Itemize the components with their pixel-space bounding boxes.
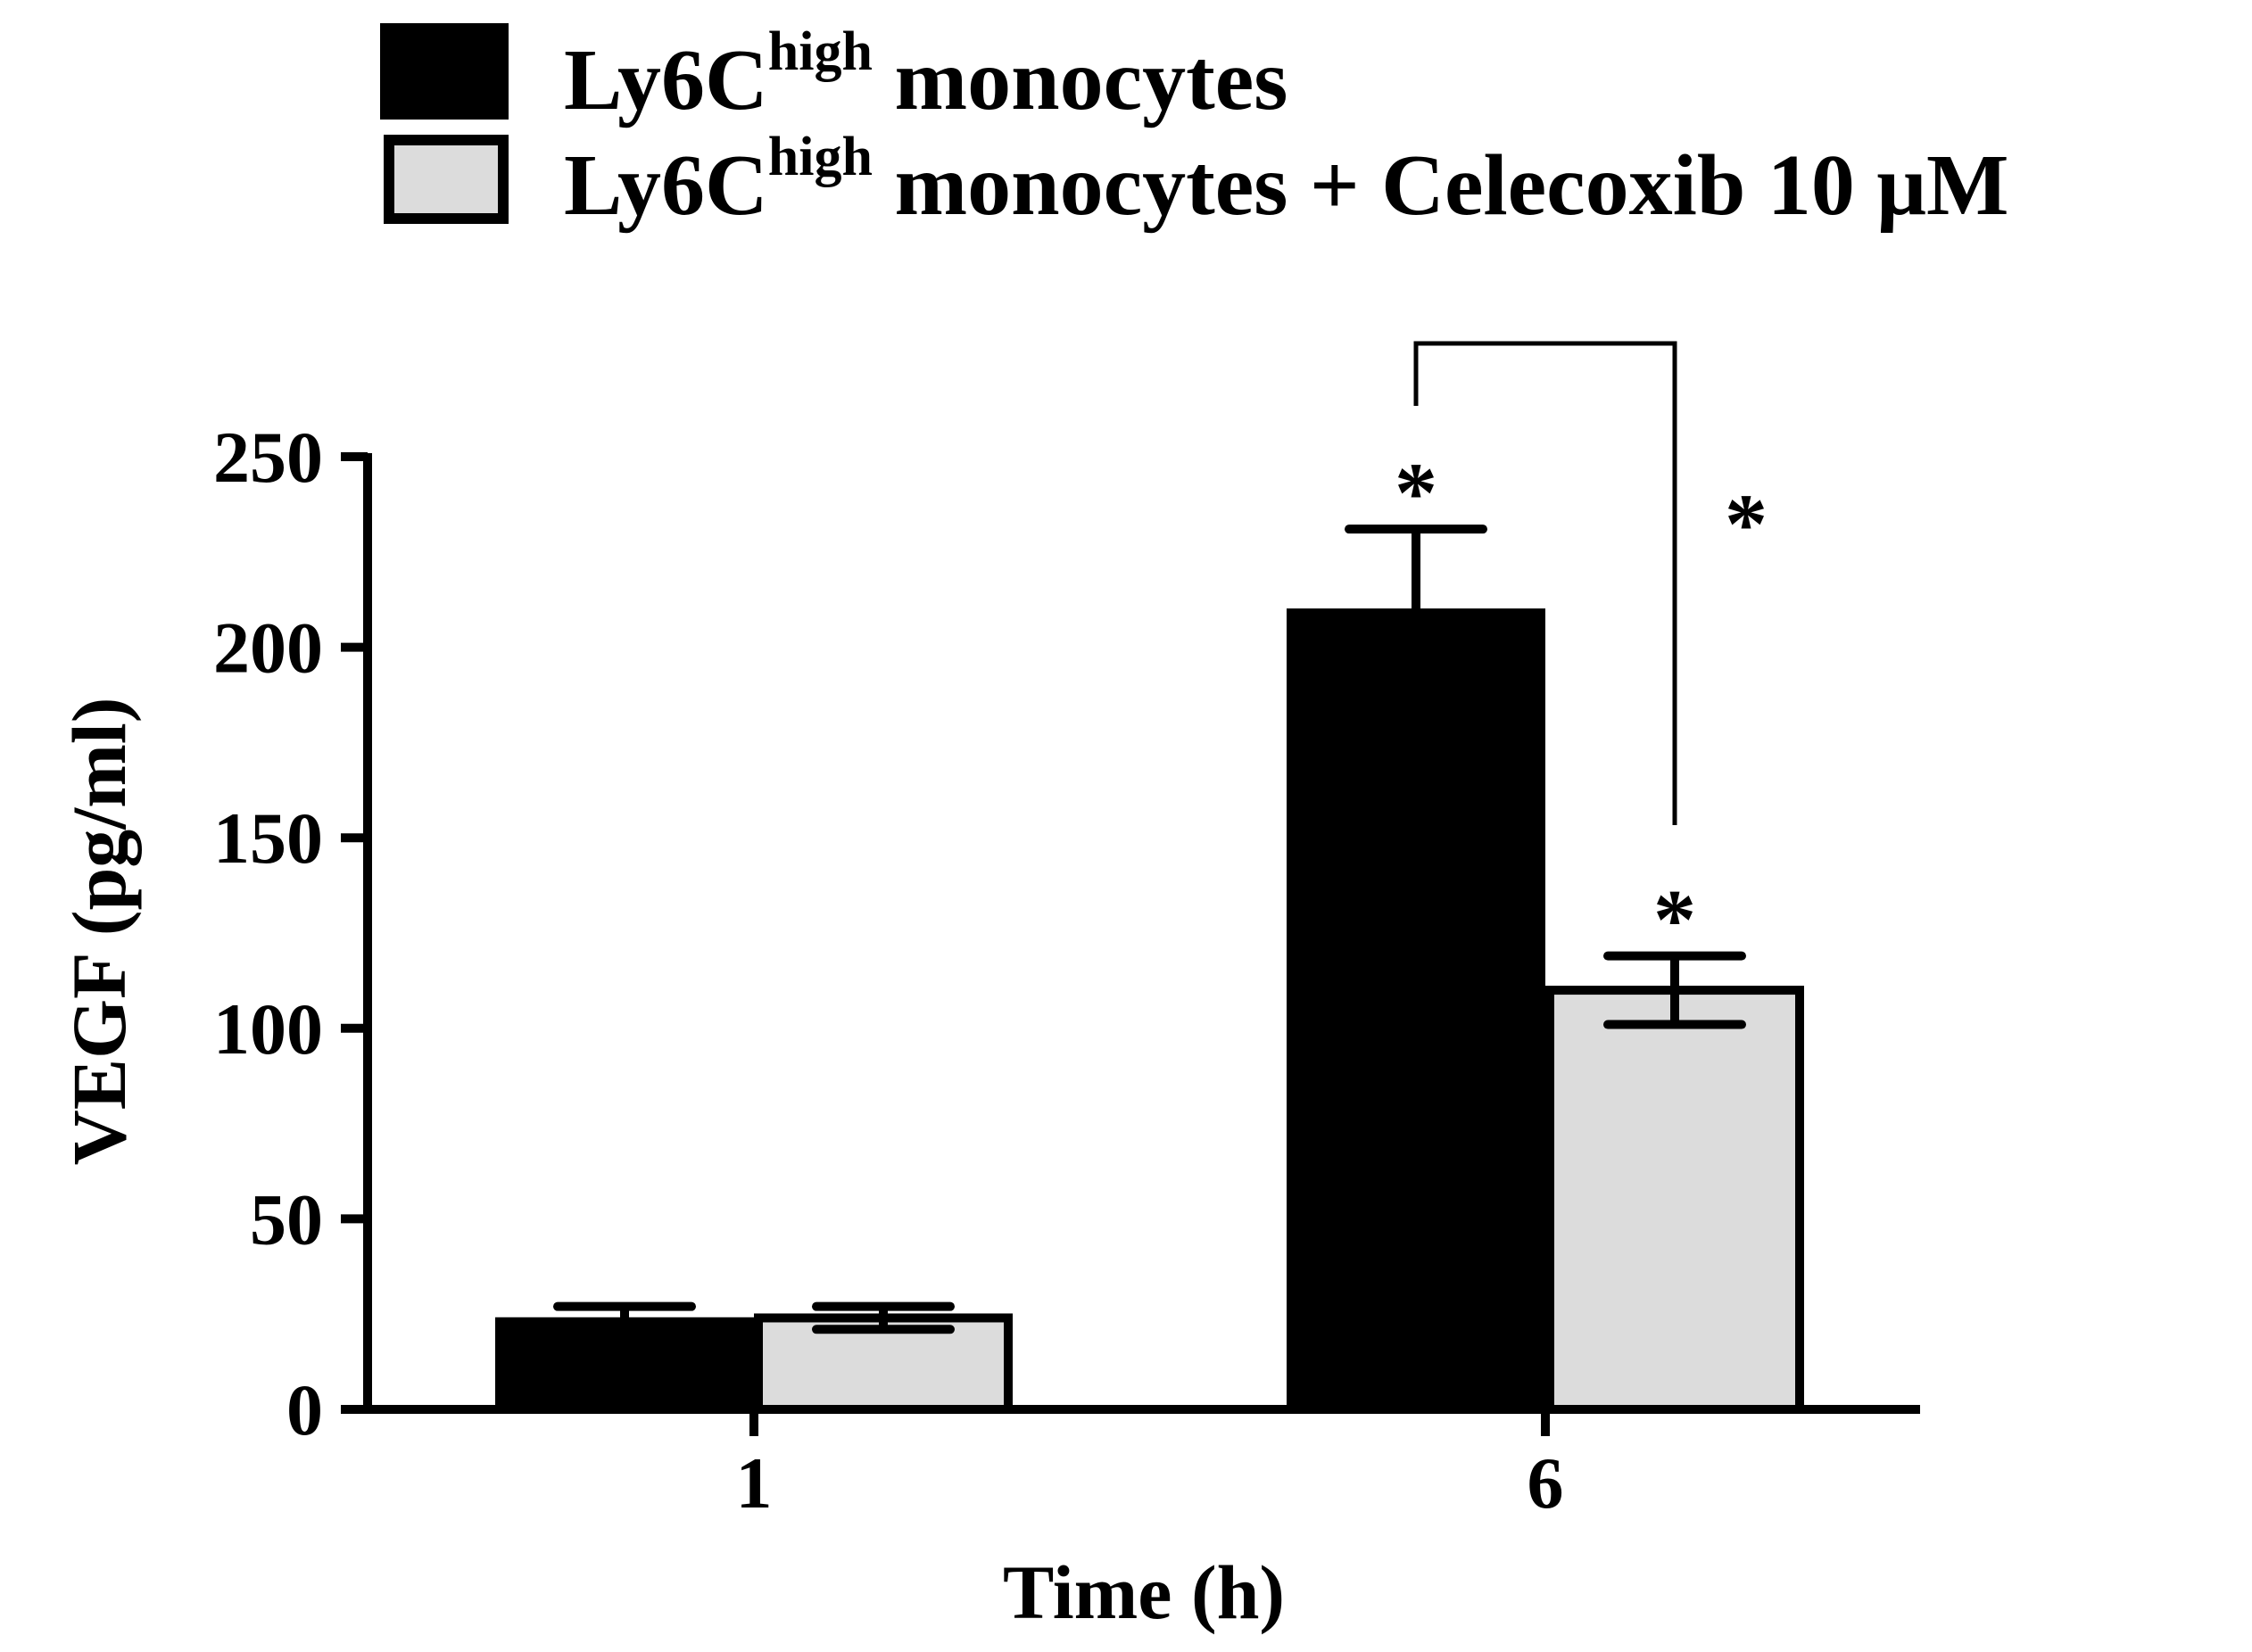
legend-label-series-1: Ly6Chigh monocytes <box>564 21 1287 128</box>
comparison-bracket: * <box>1413 341 1768 825</box>
bar-series-2-time-6 <box>1545 986 1804 1414</box>
bars <box>495 608 1804 1415</box>
legend-swatch-series-1 <box>380 23 509 120</box>
legend: Ly6Chigh monocytes Ly6Chigh monocytes + … <box>380 21 2008 234</box>
y-tick-label-0: 0 <box>286 1369 323 1450</box>
significance-star-series-1-time-6: * <box>1395 445 1437 541</box>
significance-star-series-2-time-6: * <box>1653 872 1696 968</box>
x-tick-label-1: 1 <box>736 1442 773 1524</box>
y-tick-label-250: 250 <box>213 417 323 498</box>
bar-series-1-time-1 <box>495 1317 754 1415</box>
x-tick-label-6: 6 <box>1528 1442 1564 1524</box>
legend-entry-series-1: Ly6Chigh monocytes <box>380 21 1287 128</box>
y-tick-label-50: 50 <box>250 1178 323 1260</box>
comparison-star-6: * <box>1725 476 1768 572</box>
y-axis-title: VEGF (pg/ml) <box>56 698 142 1166</box>
legend-label-series-2: Ly6Chigh monocytes + Celecoxib 10 μM <box>564 127 2008 234</box>
comparison-bracket-line-6 <box>1413 341 1677 825</box>
bar-series-1-time-6 <box>1287 608 1545 1414</box>
error-bars <box>553 525 1746 1334</box>
y-ticks: 0 50 100 150 200 250 <box>213 417 368 1450</box>
x-axis-title: Time (h) <box>1003 1549 1285 1635</box>
legend-entry-series-2: Ly6Chigh monocytes + Celecoxib 10 μM <box>384 127 2008 234</box>
y-tick-label-100: 100 <box>213 988 323 1070</box>
y-tick-label-150: 150 <box>213 797 323 879</box>
y-tick-label-200: 200 <box>213 607 323 689</box>
significance-marks: ** <box>1395 445 1696 967</box>
legend-swatch-series-2 <box>384 135 509 224</box>
